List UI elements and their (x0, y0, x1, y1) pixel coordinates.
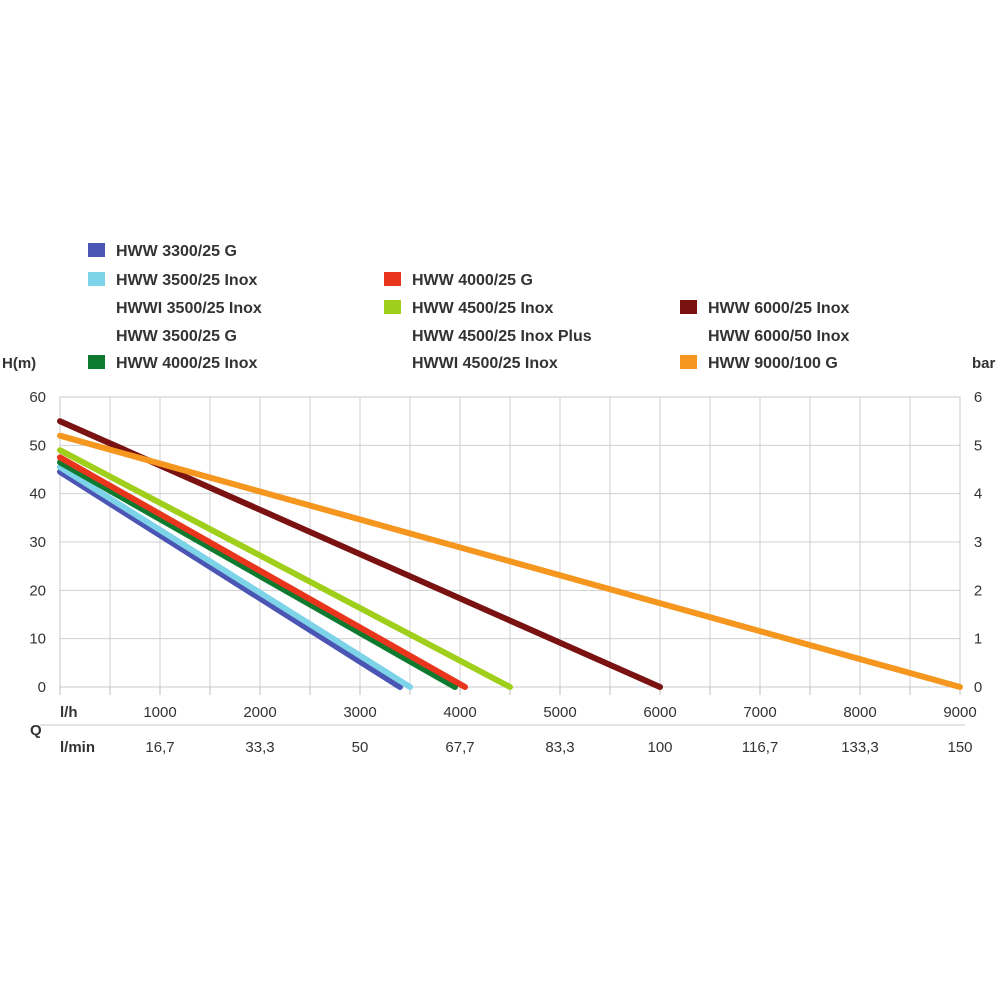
y2-tick-label: 0 (974, 679, 982, 696)
x-tick-label: 7000 (743, 704, 776, 721)
grid (40, 396, 965, 726)
y2-tick-label: 1 (974, 631, 982, 648)
x2-tick-label: 100 (647, 739, 672, 756)
y-tick-label: 10 (29, 631, 46, 648)
series-line (57, 459, 458, 690)
legend: HWW 3300/25 G HWW 3500/25 Inox HWWI 3500/2… (88, 243, 849, 372)
y2-tick-label: 4 (974, 486, 982, 503)
x2-tick-label: 133,3 (841, 739, 879, 756)
y-tick-label: 60 (29, 389, 46, 406)
y2-tick-label: 5 (974, 437, 982, 454)
y-tick-label: 50 (29, 437, 46, 454)
y-axis-label: H(m) (2, 355, 36, 372)
legend-label: HWW 3500/25 G (116, 328, 237, 345)
legend-swatch (384, 272, 401, 286)
y2-axis-label: bar (972, 355, 996, 372)
axes: 0 10 20 30 40 50 60 0 1 2 3 4 5 6 1000 2000 3000 4000 5000… (2, 355, 996, 756)
legend-label: HWW 6000/25 Inox (708, 300, 849, 317)
x2-tick-label: 116,7 (742, 739, 778, 756)
legend-swatch (88, 272, 105, 286)
y2-tick-label: 6 (974, 389, 982, 406)
legend-swatch (88, 243, 105, 257)
x-tick-label: 4000 (443, 704, 476, 721)
x-tick-label: 5000 (543, 704, 576, 721)
x-axis-label: l/h (60, 704, 78, 721)
legend-label: HWWI 3500/25 Inox (116, 300, 262, 317)
legend-label: HWW 3300/25 G (116, 243, 237, 260)
series-line (57, 447, 513, 690)
y-tick-label: 40 (29, 486, 46, 503)
x-tick-label: 8000 (843, 704, 876, 721)
x-tick-label: 3000 (343, 704, 376, 721)
y-tick-label: 30 (29, 534, 46, 551)
series-line (57, 454, 468, 690)
legend-label: HWW 4000/25 Inox (116, 355, 257, 372)
series-line (57, 464, 413, 690)
y2-tick-label: 2 (974, 582, 982, 599)
legend-label: HWW 4000/25 G (412, 272, 533, 289)
y-tick-label: 0 (38, 679, 46, 696)
legend-label: HWW 4500/25 Inox (412, 300, 553, 317)
legend-swatch (88, 355, 105, 369)
legend-label: HWWI 4500/25 Inox (412, 355, 558, 372)
legend-label: HWW 6000/50 Inox (708, 328, 849, 345)
legend-label: HWW 4500/25 Inox Plus (412, 328, 592, 345)
x2-tick-label: 83,3 (545, 739, 574, 756)
series-line (57, 432, 963, 690)
x2-tick-label: 33,3 (245, 739, 274, 756)
legend-swatch (680, 300, 697, 314)
x2-tick-label: 16,7 (145, 739, 174, 756)
legend-swatch (680, 355, 697, 369)
x2-tick-label: 50 (352, 739, 369, 756)
x-tick-label: 6000 (643, 704, 676, 721)
series-lines (57, 418, 963, 690)
y2-tick-label: 3 (974, 534, 982, 551)
legend-label: HWW 9000/100 G (708, 355, 838, 372)
q-axis-label: Q (30, 722, 42, 739)
y-tick-label: 20 (29, 582, 46, 599)
x2-tick-label: 67,7 (445, 739, 474, 756)
x-tick-label: 2000 (243, 704, 276, 721)
x-tick-label: 1000 (143, 704, 176, 721)
legend-swatch (384, 300, 401, 314)
x-tick-label: 9000 (943, 704, 976, 721)
legend-label: HWW 3500/25 Inox (116, 272, 257, 289)
x2-axis-label: l/min (60, 739, 95, 756)
x2-tick-label: 150 (947, 739, 972, 756)
series-line (57, 468, 403, 690)
